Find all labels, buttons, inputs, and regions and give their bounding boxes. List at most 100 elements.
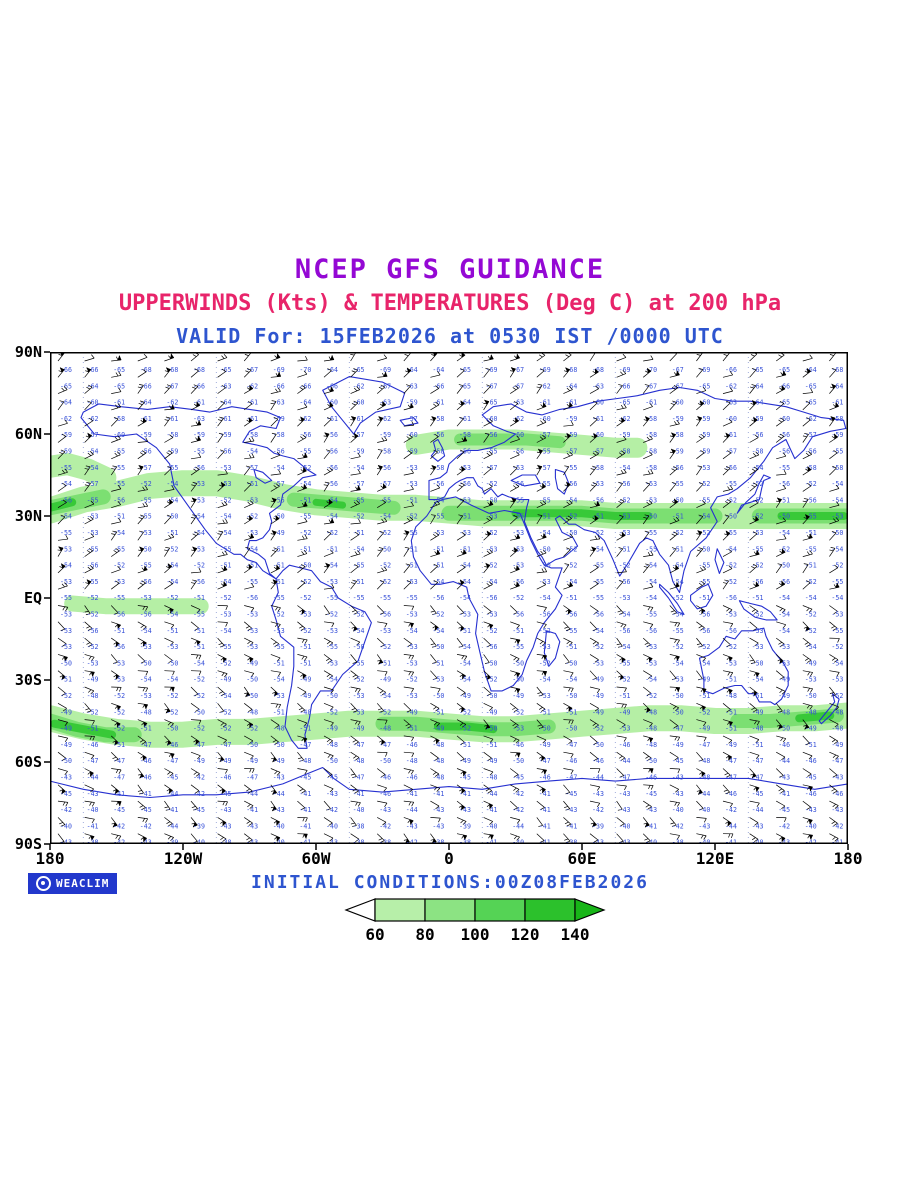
svg-text:-54: -54 bbox=[831, 480, 843, 488]
svg-text:-51: -51 bbox=[805, 741, 817, 749]
svg-text:-53: -53 bbox=[60, 545, 72, 553]
svg-text:-43: -43 bbox=[326, 790, 338, 798]
svg-text:-45: -45 bbox=[778, 806, 790, 814]
legend-left-arrow bbox=[344, 898, 376, 922]
svg-text:-54: -54 bbox=[831, 545, 843, 553]
svg-text:-53: -53 bbox=[459, 529, 471, 537]
svg-text:-52: -52 bbox=[725, 578, 737, 586]
svg-text:-53: -53 bbox=[645, 659, 657, 667]
svg-text:-64: -64 bbox=[220, 399, 232, 407]
svg-text:-61: -61 bbox=[193, 399, 205, 407]
svg-text:-61: -61 bbox=[220, 415, 232, 423]
svg-text:-40: -40 bbox=[698, 806, 710, 814]
svg-text:-52: -52 bbox=[379, 562, 391, 570]
svg-text:-50: -50 bbox=[805, 692, 817, 700]
svg-text:-67: -67 bbox=[512, 366, 524, 374]
svg-text:-54: -54 bbox=[166, 496, 178, 504]
svg-text:-63: -63 bbox=[512, 399, 524, 407]
svg-text:-41: -41 bbox=[645, 822, 657, 830]
svg-text:-48: -48 bbox=[273, 725, 285, 733]
svg-text:-53: -53 bbox=[619, 529, 631, 537]
svg-text:-51: -51 bbox=[539, 513, 551, 521]
svg-text:-56: -56 bbox=[326, 431, 338, 439]
svg-text:-52: -52 bbox=[486, 562, 498, 570]
svg-text:-55: -55 bbox=[778, 464, 790, 472]
svg-text:-49: -49 bbox=[486, 708, 498, 716]
svg-text:-53: -53 bbox=[299, 611, 311, 619]
x-axis-label: 60W bbox=[301, 849, 331, 868]
svg-text:-52: -52 bbox=[379, 578, 391, 586]
valid-time-line: VALID For: 15FEB2026 at 0530 IST /0000 U… bbox=[176, 324, 724, 348]
svg-text:-46: -46 bbox=[379, 774, 391, 782]
svg-text:-54: -54 bbox=[565, 676, 577, 684]
svg-text:-54: -54 bbox=[486, 578, 498, 586]
svg-text:-57: -57 bbox=[87, 431, 99, 439]
svg-text:-52: -52 bbox=[113, 562, 125, 570]
svg-text:-52: -52 bbox=[113, 725, 125, 733]
svg-text:-64: -64 bbox=[432, 366, 444, 374]
svg-text:-54: -54 bbox=[672, 562, 684, 570]
svg-text:-62: -62 bbox=[87, 415, 99, 423]
svg-text:-51: -51 bbox=[60, 676, 72, 684]
svg-text:-55: -55 bbox=[831, 448, 843, 456]
svg-text:-53: -53 bbox=[512, 464, 524, 472]
svg-text:-55: -55 bbox=[353, 659, 365, 667]
svg-text:-49: -49 bbox=[592, 676, 604, 684]
svg-text:-44: -44 bbox=[166, 822, 178, 830]
svg-text:-53: -53 bbox=[246, 627, 258, 635]
svg-text:-56: -56 bbox=[805, 496, 817, 504]
svg-text:-54: -54 bbox=[459, 562, 471, 570]
svg-text:-58: -58 bbox=[273, 431, 285, 439]
svg-text:-41: -41 bbox=[299, 822, 311, 830]
svg-text:-56: -56 bbox=[432, 594, 444, 602]
svg-text:-51: -51 bbox=[246, 562, 258, 570]
svg-text:-56: -56 bbox=[246, 594, 258, 602]
svg-text:-56: -56 bbox=[592, 611, 604, 619]
svg-text:-69: -69 bbox=[619, 366, 631, 374]
svg-text:-54: -54 bbox=[353, 464, 365, 472]
svg-text:-57: -57 bbox=[379, 480, 391, 488]
svg-text:-55: -55 bbox=[273, 643, 285, 651]
svg-text:-45: -45 bbox=[140, 806, 152, 814]
svg-text:-43: -43 bbox=[220, 822, 232, 830]
svg-text:-64: -64 bbox=[87, 382, 99, 390]
svg-text:-55: -55 bbox=[140, 513, 152, 521]
svg-text:-49: -49 bbox=[273, 529, 285, 537]
svg-text:-43: -43 bbox=[672, 774, 684, 782]
svg-text:-50: -50 bbox=[379, 757, 391, 765]
svg-text:-62: -62 bbox=[299, 415, 311, 423]
svg-text:-53: -53 bbox=[193, 545, 205, 553]
svg-text:-56: -56 bbox=[752, 431, 764, 439]
svg-text:-49: -49 bbox=[406, 708, 418, 716]
svg-text:-53: -53 bbox=[592, 480, 604, 488]
svg-text:-55: -55 bbox=[379, 496, 391, 504]
svg-text:-46: -46 bbox=[87, 741, 99, 749]
svg-text:-50: -50 bbox=[273, 741, 285, 749]
svg-text:-52: -52 bbox=[459, 725, 471, 733]
svg-text:-55: -55 bbox=[193, 611, 205, 619]
legend-right-arrow bbox=[574, 898, 606, 922]
svg-text:-54: -54 bbox=[193, 529, 205, 537]
svg-text:-59: -59 bbox=[698, 431, 710, 439]
svg-text:-50: -50 bbox=[246, 692, 258, 700]
svg-text:-53: -53 bbox=[406, 480, 418, 488]
svg-text:-55: -55 bbox=[140, 496, 152, 504]
svg-text:-53: -53 bbox=[512, 725, 524, 733]
svg-text:-56: -56 bbox=[113, 611, 125, 619]
svg-text:-51: -51 bbox=[778, 496, 790, 504]
svg-text:-54: -54 bbox=[379, 692, 391, 700]
svg-text:-55: -55 bbox=[273, 594, 285, 602]
svg-text:-52: -52 bbox=[193, 676, 205, 684]
svg-text:-51: -51 bbox=[406, 545, 418, 553]
svg-text:-54: -54 bbox=[778, 529, 790, 537]
svg-text:-55: -55 bbox=[113, 480, 125, 488]
legend-segment bbox=[474, 898, 526, 922]
svg-text:-51: -51 bbox=[752, 741, 764, 749]
svg-text:-51: -51 bbox=[672, 513, 684, 521]
svg-text:-50: -50 bbox=[486, 496, 498, 504]
svg-text:-58: -58 bbox=[432, 415, 444, 423]
svg-text:-56: -56 bbox=[486, 594, 498, 602]
svg-text:-41: -41 bbox=[140, 790, 152, 798]
svg-text:-55: -55 bbox=[672, 480, 684, 488]
svg-text:-58: -58 bbox=[645, 431, 657, 439]
